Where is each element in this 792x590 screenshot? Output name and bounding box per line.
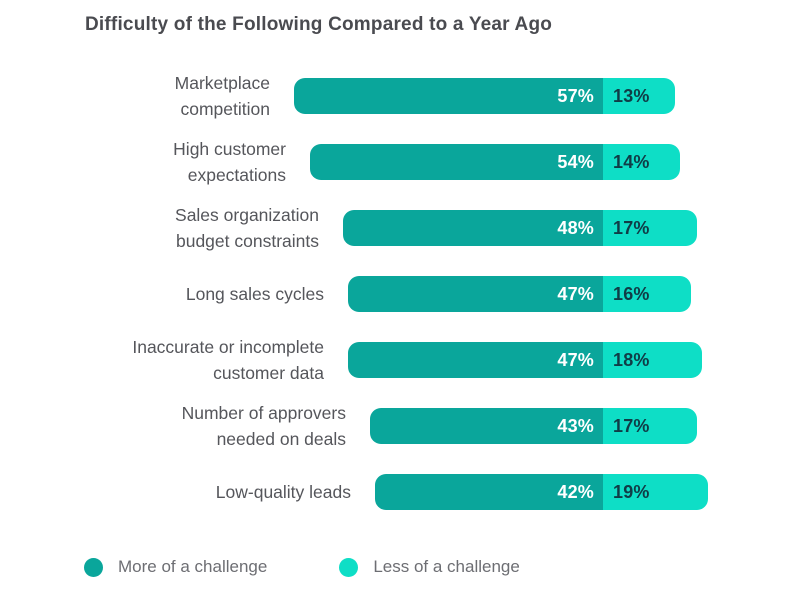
chart-row: High customer expectations 54% 14% <box>0 128 792 194</box>
bar-value-more: 47% <box>557 283 594 304</box>
bar-more-segment: 47% <box>348 342 603 378</box>
bar-less-segment: 18% <box>603 342 702 378</box>
bar-more-segment: 57% <box>294 78 603 114</box>
bar-less-segment: 17% <box>603 408 697 444</box>
stacked-bar: 42% 19% <box>375 474 708 510</box>
bar-value-less: 16% <box>613 283 650 304</box>
bar-less-segment: 13% <box>603 78 675 114</box>
category-label: Number of approvers needed on deals <box>181 403 346 449</box>
stacked-bar: 54% 14% <box>310 144 680 180</box>
stacked-bar-chart: Marketplace competition 57% 13% High custome… <box>0 62 792 532</box>
bar-value-more: 42% <box>557 481 594 502</box>
stacked-bar: 48% 17% <box>343 210 697 246</box>
bar-value-less: 17% <box>613 217 650 238</box>
bar-more-segment: 47% <box>348 276 603 312</box>
bar-more-segment: 43% <box>370 408 603 444</box>
category-label: Sales organization budget constraints <box>175 205 319 251</box>
legend-dot-less-icon <box>339 557 359 577</box>
chart-row: Low-quality leads 42% 19% <box>0 458 792 524</box>
chart-row: Sales organization budget constraints 48% 1… <box>0 194 792 260</box>
bar-value-less: 17% <box>613 415 650 436</box>
bar-more-segment: 54% <box>310 144 603 180</box>
chart-row: Marketplace competition 57% 13% <box>0 62 792 128</box>
stacked-bar: 47% 18% <box>348 342 702 378</box>
bar-less-segment: 14% <box>603 144 680 180</box>
bar-value-more: 48% <box>557 217 594 238</box>
legend-label-less: Less of a challenge <box>373 557 520 576</box>
category-label: Long sales cycles <box>185 284 324 304</box>
bar-value-more: 54% <box>557 151 594 172</box>
category-label: Low-quality leads <box>215 482 351 502</box>
chart-row: Long sales cycles 47% 16% <box>0 260 792 326</box>
bar-less-segment: 16% <box>603 276 691 312</box>
bar-more-segment: 42% <box>375 474 603 510</box>
chart-row: Number of approvers needed on deals 43% 17% <box>0 392 792 458</box>
legend-item-more: More of a challenge <box>84 557 267 577</box>
stacked-bar: 43% 17% <box>370 408 697 444</box>
bar-value-less: 18% <box>613 349 650 370</box>
bar-value-less: 19% <box>613 481 650 502</box>
bar-value-less: 14% <box>613 151 650 172</box>
bar-value-more: 47% <box>557 349 594 370</box>
bar-value-more: 43% <box>557 415 594 436</box>
bar-less-segment: 19% <box>603 474 708 510</box>
legend-label-more: More of a challenge <box>118 557 268 576</box>
bar-more-segment: 48% <box>343 210 603 246</box>
chart-title: Difficulty of the Following Compared to … <box>85 14 553 35</box>
legend-dot-more-icon <box>84 557 103 577</box>
stacked-bar: 47% 16% <box>348 276 691 312</box>
category-label: Marketplace competition <box>174 73 270 119</box>
bar-less-segment: 17% <box>603 210 697 246</box>
category-label: High customer expectations <box>173 139 286 185</box>
stacked-bar: 57% 13% <box>294 78 675 114</box>
legend-item-less: Less of a challenge <box>339 557 520 577</box>
bar-value-more: 57% <box>557 85 594 106</box>
category-label: Inaccurate or incomplete customer data <box>132 337 324 383</box>
chart-legend: More of a challenge Less of a challenge <box>84 557 520 577</box>
bar-value-less: 13% <box>613 85 650 106</box>
chart-row: Inaccurate or incomplete customer data 47%… <box>0 326 792 392</box>
